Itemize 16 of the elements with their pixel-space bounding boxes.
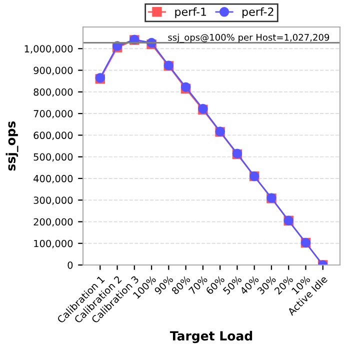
- y-tick-label: 500,000: [34, 153, 73, 162]
- legend-label: perf-2: [242, 7, 274, 18]
- y-tick-label: 400,000: [34, 174, 73, 184]
- y-tick-label: 0: [68, 261, 73, 269]
- y-tick-label: 900,000: [34, 66, 73, 76]
- y-tick-label: 100,000: [34, 240, 73, 248]
- y-tick-label: 1,000,000: [24, 45, 73, 54]
- x-axis-title: Target Load: [170, 330, 252, 344]
- y-tick-label: 600,000: [34, 132, 73, 140]
- y-tick-label: 300,000: [34, 196, 73, 205]
- y-tick-label: 700,000: [34, 110, 73, 118]
- y-tick-label: 800,000: [34, 88, 73, 97]
- ref-line-label: ssj_ops@100% per Host=1,027,209: [168, 34, 330, 43]
- legend-label: perf-1: [175, 7, 206, 18]
- y-tick-label: 200,000: [34, 218, 73, 227]
- y-axis-title: ssj_ops: [6, 121, 18, 171]
